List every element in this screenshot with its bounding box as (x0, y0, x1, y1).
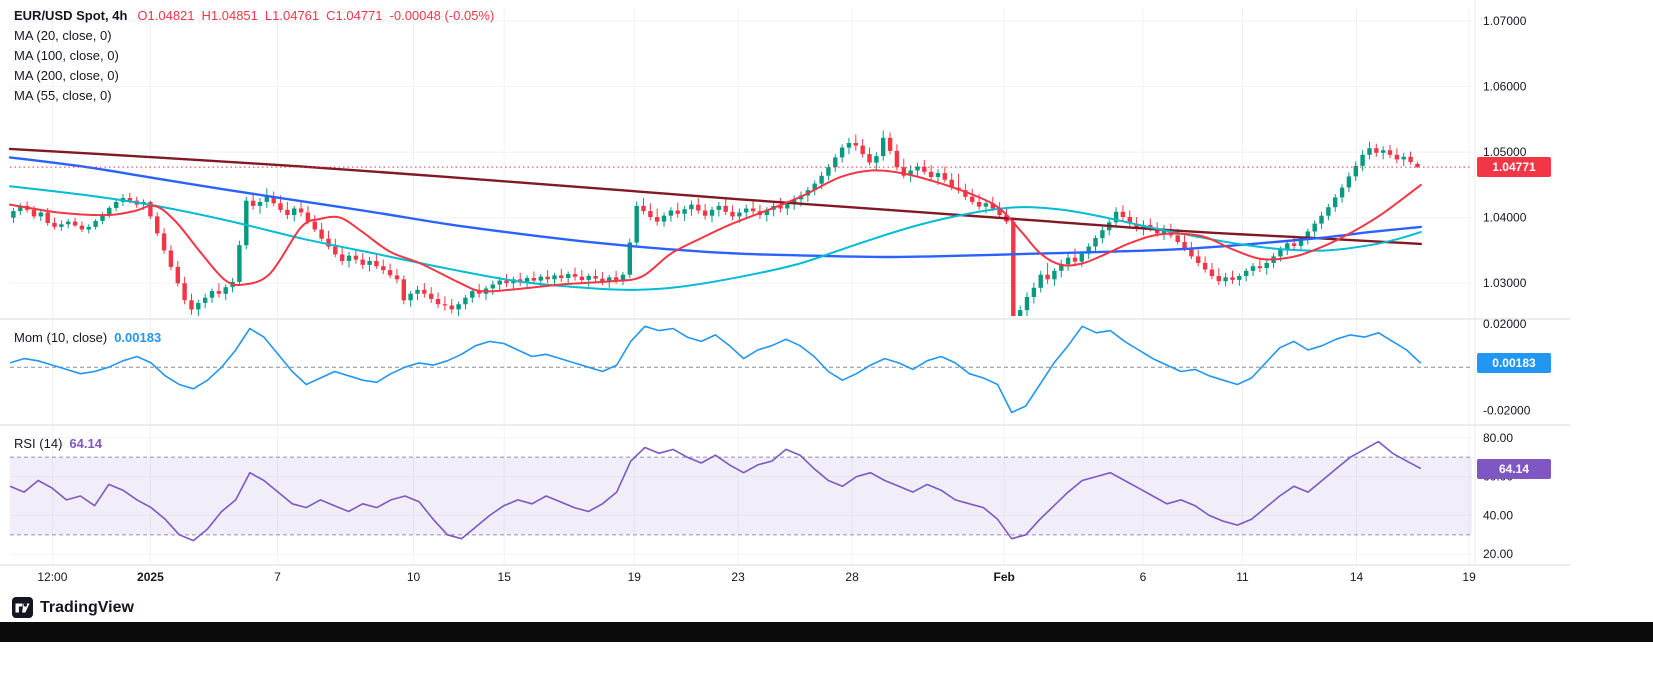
momentum-label: Mom (10, close) (14, 330, 108, 345)
overlay-ma-20ma-0ma- (9, 169, 1422, 293)
rsi-line (9, 440, 1422, 542)
momentum-legend[interactable]: Mom (10, close) 0.00183 (14, 330, 161, 345)
rsi-legend[interactable]: RSI (14) 64.14 (14, 436, 102, 451)
svg-text:0.02000: 0.02000 (1483, 317, 1527, 331)
ma-55-legend[interactable]: MA (55, close, 0) (14, 88, 112, 103)
svg-text:28: 28 (845, 570, 859, 584)
svg-text:1.06000: 1.06000 (1483, 80, 1527, 94)
tradingview-brand-text: TradingView (40, 598, 134, 616)
momentum-line (9, 325, 1422, 414)
svg-text:7: 7 (274, 570, 281, 584)
svg-text:20.00: 20.00 (1483, 547, 1513, 561)
svg-text:1.04000: 1.04000 (1483, 211, 1527, 225)
rsi-value: 64.14 (69, 436, 102, 451)
rsi-label: RSI (14) (14, 436, 63, 451)
momentum-value-badge: 0.00183 (1477, 353, 1551, 374)
rsi-band (10, 457, 1472, 535)
chart-legend: EUR/USD Spot, 4h O1.04821 H1.04851 L1.04761… (14, 6, 501, 106)
ohlc-high: H1.04851 (201, 8, 258, 23)
svg-text:19: 19 (1462, 570, 1476, 584)
svg-text:23: 23 (731, 570, 745, 584)
svg-text:Feb: Feb (994, 570, 1015, 584)
svg-text:19: 19 (628, 570, 642, 584)
last-price-badge: 1.04771 (1477, 157, 1551, 178)
ohlc-low: L1.04761 (264, 8, 320, 23)
svg-text:1.03000: 1.03000 (1483, 276, 1527, 290)
ma-100-legend[interactable]: MA (100, close, 0) (14, 48, 119, 63)
ma-200-legend[interactable]: MA (200, close, 0) (14, 68, 119, 83)
tradingview-attribution[interactable]: TradingView (12, 597, 134, 618)
rsi-value-badge: 64.14 (1477, 458, 1551, 479)
svg-text:-0.02000: -0.02000 (1483, 403, 1531, 417)
price-axis[interactable]: 1.07000 1.06000 1.05000 1.04000 1.03000 0.020… (1483, 14, 1531, 561)
svg-text:15: 15 (498, 570, 512, 584)
svg-text:1.07000: 1.07000 (1483, 14, 1527, 28)
pane-separators (0, 0, 1570, 566)
overlay-ma-100ma-0ma- (8, 156, 1422, 259)
svg-text:12:00: 12:00 (37, 570, 67, 584)
svg-text:80.00: 80.00 (1483, 431, 1513, 445)
overlay-ma-55ma-0ma- (9, 185, 1422, 291)
svg-text:6: 6 (1140, 570, 1147, 584)
overlay-ma-200ma-0ma- (8, 147, 1422, 246)
time-axis[interactable]: 12:00 2025 7 10 15 19 23 28 Feb 6 11 14 19 (37, 570, 1476, 584)
svg-text:11: 11 (1236, 570, 1249, 584)
ohlc-values: O1.04821 H1.04851 L1.04761 C1.04771 -0.00048… (137, 8, 501, 23)
svg-text:40.00: 40.00 (1483, 508, 1513, 522)
bottom-bar (0, 622, 1653, 642)
ohlc-change: -0.00048 (-0.05%) (389, 8, 495, 23)
momentum-value: 0.00183 (114, 330, 162, 345)
tradingview-logo-icon (12, 597, 33, 618)
ohlc-close: C1.04771 (326, 8, 383, 23)
symbol-title[interactable]: EUR/USD Spot, 4h (14, 8, 128, 23)
svg-text:2025: 2025 (137, 570, 164, 584)
ma-20-legend[interactable]: MA (20, close, 0) (14, 28, 112, 43)
svg-text:1.05000: 1.05000 (1483, 145, 1527, 159)
ohlc-open: O1.04821 (137, 8, 195, 23)
grid-layer (10, 8, 1472, 565)
svg-text:14: 14 (1350, 570, 1364, 584)
svg-text:10: 10 (407, 570, 421, 584)
